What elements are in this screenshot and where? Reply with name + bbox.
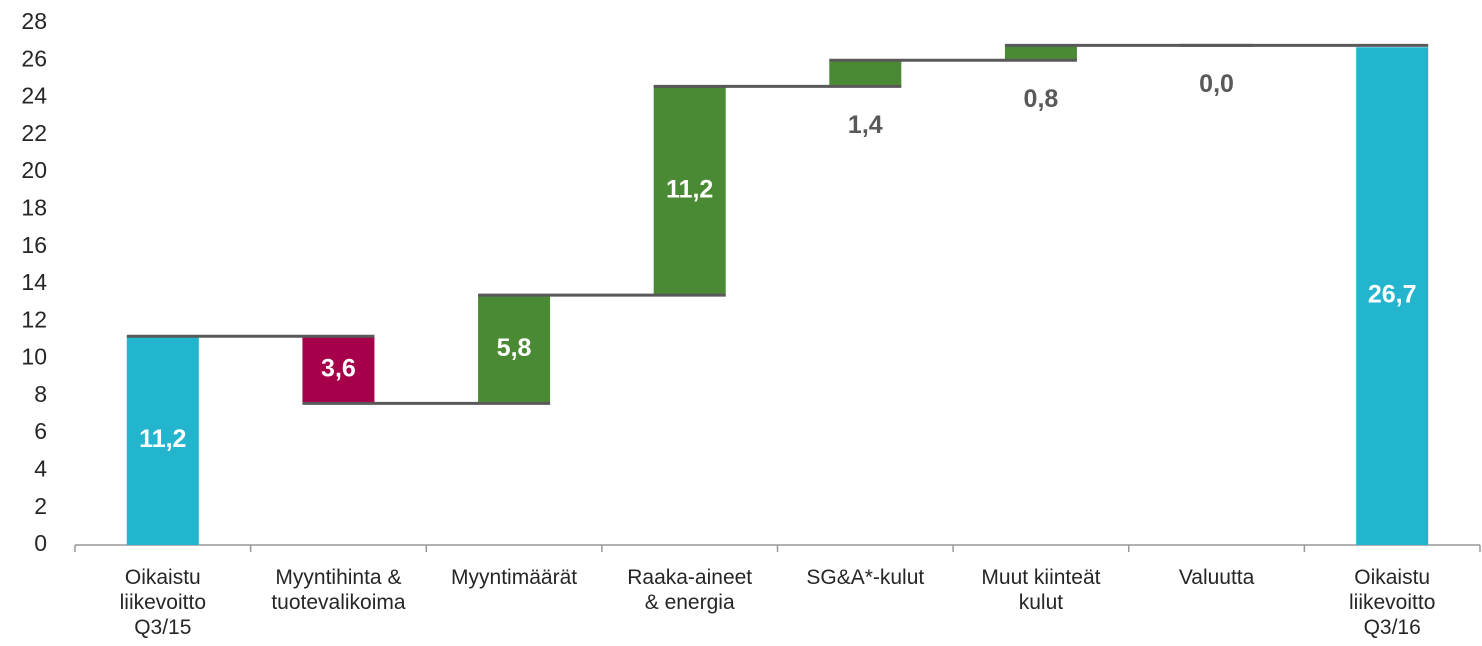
y-tick-label: 0 — [34, 530, 47, 556]
x-tick-label-line: Muut kiinteät — [981, 566, 1100, 589]
x-tick-label-line: kulut — [1019, 591, 1064, 614]
value-label: 11,2 — [666, 175, 713, 203]
bar — [478, 295, 551, 404]
bar — [302, 336, 375, 404]
y-tick-label: 26 — [21, 45, 47, 71]
value-label: 5,8 — [497, 334, 532, 362]
bar — [1004, 45, 1077, 61]
x-tick-label-line: Valuutta — [1179, 566, 1255, 589]
bar — [126, 336, 199, 545]
x-tick-label: Valuutta — [1179, 566, 1255, 589]
bar — [653, 86, 726, 296]
y-tick-label: 18 — [21, 195, 47, 221]
x-tick-label-line: & energia — [645, 591, 735, 614]
x-tick-label-line: Q3/16 — [1364, 616, 1421, 639]
y-tick-label: 4 — [34, 456, 47, 482]
y-tick-label: 22 — [21, 120, 47, 146]
y-tick-label: 16 — [21, 232, 47, 258]
x-tick-label: Oikaistu liikevoitto Q3/15 — [120, 566, 206, 639]
value-label: 0,0 — [1199, 70, 1234, 98]
y-tick-label: 28 — [21, 8, 47, 34]
y-tick-label: 2 — [34, 493, 47, 519]
x-tick-label: SG&A*-kulut — [806, 566, 924, 589]
y-tick-label: 14 — [21, 269, 47, 295]
value-label: 0,8 — [1024, 85, 1059, 113]
y-tick-label: 10 — [21, 344, 47, 370]
x-tick-label: Muut kiinteät kulut — [981, 566, 1100, 614]
x-tick-label-line: liikevoitto — [1349, 591, 1435, 614]
x-tick-label-line: SG&A*-kulut — [806, 566, 924, 589]
value-label: 1,4 — [848, 111, 883, 139]
x-tick-label: Myyntihinta & tuotevalikoima — [271, 566, 406, 614]
x-tick-label-line: Q3/15 — [134, 616, 191, 639]
value-label: 26,7 — [1368, 281, 1417, 309]
bar — [829, 60, 902, 87]
y-tick-label: 12 — [21, 306, 47, 332]
bar — [1356, 47, 1429, 545]
x-tick-label-line: Oikaistu — [125, 566, 201, 589]
x-tick-label-line: liikevoitto — [120, 591, 206, 614]
y-tick-label: 8 — [34, 381, 47, 407]
x-tick-label-line: Oikaistu — [1354, 566, 1430, 589]
x-tick-label-line: Myyntihinta & — [275, 566, 401, 589]
y-tick-label: 24 — [21, 83, 47, 109]
x-tick-label: Raaka-aineet & energia — [627, 566, 752, 614]
x-tick-label-line: Raaka-aineet — [627, 566, 752, 589]
y-tick-label: 20 — [21, 157, 47, 183]
x-tick-label: Myyntimäärät — [451, 566, 577, 589]
value-label: 3,6 — [321, 354, 356, 382]
x-tick-label-line: tuotevalikoima — [271, 591, 406, 614]
x-tick-label: Oikaistu liikevoitto Q3/16 — [1349, 566, 1435, 639]
x-tick-label-line: Myyntimäärät — [451, 566, 577, 589]
y-tick-label: 6 — [34, 418, 47, 444]
value-label: 11,2 — [139, 425, 186, 453]
